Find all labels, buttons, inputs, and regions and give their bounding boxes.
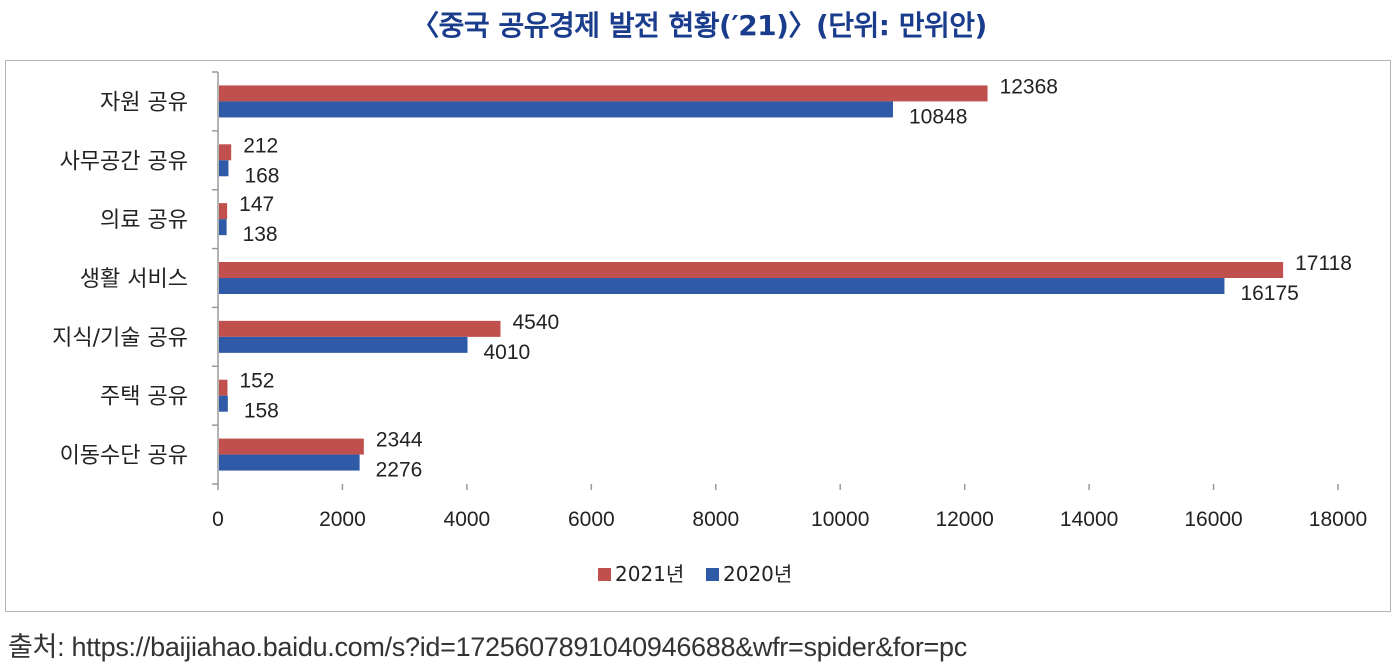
legend-swatch-2021 [598, 568, 611, 581]
bar-2020 [219, 395, 228, 412]
data-label: 10848 [909, 105, 967, 128]
bar-2021 [219, 85, 988, 102]
category-label: 지식/기술 공유 [52, 326, 188, 351]
bar-2020 [219, 336, 468, 353]
bar-2021 [219, 320, 501, 337]
bar-2020 [219, 454, 360, 471]
x-tick-label: 14000 [1060, 508, 1118, 531]
bar-2021 [219, 438, 364, 455]
x-tick-label: 16000 [1184, 508, 1242, 531]
data-label: 17118 [1295, 252, 1352, 275]
x-tick-label: 4000 [444, 508, 491, 531]
bar-2021 [219, 203, 228, 220]
bar-2021 [219, 262, 1284, 278]
bar-2021 [219, 379, 228, 396]
data-label: 168 [244, 164, 279, 187]
x-tick-label: 0 [212, 508, 224, 531]
chart-title: 〈중국 공유경제 발전 현황(′21)〉(단위: 만위안) [411, 9, 987, 42]
x-tick-label: 6000 [568, 508, 615, 531]
data-label: 4010 [484, 341, 531, 364]
bar-2020 [219, 160, 229, 177]
bar-2020 [219, 101, 893, 118]
legend-label: 2020년 [723, 562, 792, 586]
x-tick-label: 18000 [1309, 508, 1367, 531]
data-label: 12368 [1000, 75, 1058, 98]
bar-2020 [219, 219, 227, 236]
data-label: 16175 [1240, 282, 1298, 305]
category-label: 주택 공유 [100, 385, 188, 410]
data-label: 4540 [512, 311, 559, 334]
category-label: 자원 공유 [100, 90, 188, 115]
bar-2020 [219, 278, 1225, 294]
x-tick-label: 2000 [319, 508, 366, 531]
data-label: 2344 [376, 429, 423, 452]
source-citation: 출처: https://baijiahao.baidu.com/s?id=172… [8, 632, 967, 662]
data-label: 212 [243, 134, 278, 157]
category-label: 의료 공유 [100, 208, 188, 233]
bar-2021 [219, 144, 232, 161]
category-label: 생활 서비스 [80, 267, 188, 292]
data-label: 138 [243, 223, 278, 246]
data-label: 147 [239, 193, 274, 216]
data-label: 2276 [376, 459, 423, 482]
legend-swatch-2020 [706, 568, 719, 581]
data-label: 152 [239, 370, 274, 393]
category-label: 이동수단 공유 [60, 444, 188, 469]
x-tick-label: 8000 [692, 508, 739, 531]
x-tick-label: 10000 [811, 508, 869, 531]
legend-label: 2021년 [615, 562, 684, 586]
x-tick-label: 12000 [935, 508, 993, 531]
data-label: 158 [244, 400, 279, 423]
category-label: 사무공간 공유 [60, 149, 188, 174]
